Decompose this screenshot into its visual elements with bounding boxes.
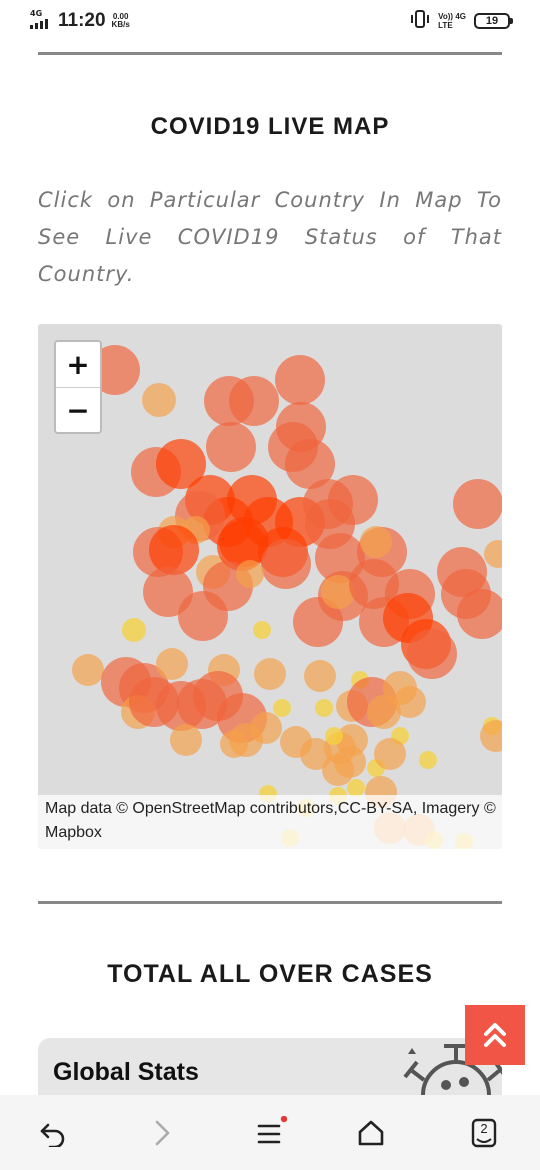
menu-button[interactable]	[250, 1113, 290, 1153]
case-bubble[interactable]	[300, 738, 332, 770]
zoom-control: + −	[54, 340, 102, 434]
map-instructions: Click on Particular Country In Map To Se…	[38, 188, 502, 286]
case-bubble[interactable]	[220, 730, 248, 758]
case-bubble[interactable]	[156, 648, 188, 680]
zoom-in-button[interactable]: +	[56, 342, 100, 387]
map-attribution[interactable]: Map data © OpenStreetMap contributors,CC…	[38, 795, 502, 849]
case-bubble[interactable]	[149, 525, 199, 575]
case-bubble[interactable]	[122, 618, 146, 642]
case-bubble[interactable]	[261, 539, 311, 589]
map-bubbles-layer[interactable]	[38, 324, 502, 849]
global-stats-title: Global Stats	[53, 1058, 199, 1086]
case-bubble[interactable]	[236, 560, 264, 588]
case-bubble[interactable]	[315, 699, 333, 717]
speed-unit: KB/s	[111, 20, 130, 29]
case-bubble[interactable]	[360, 526, 392, 558]
map-section-title: COVID19 LIVE MAP	[150, 113, 390, 140]
speed-value: 0.00	[112, 12, 129, 21]
case-bubble[interactable]	[143, 567, 193, 617]
case-bubble[interactable]	[170, 724, 202, 756]
clock: 11:20	[58, 10, 106, 31]
case-bubble[interactable]	[156, 439, 206, 489]
volte-indicator: Vo)) 4G LTE	[438, 12, 466, 30]
volte-bottom: LTE	[438, 21, 453, 30]
case-bubble[interactable]	[374, 738, 406, 770]
menu-icon	[257, 1116, 287, 1144]
case-bubble[interactable]	[250, 712, 282, 744]
case-bubble[interactable]	[275, 355, 325, 405]
case-bubble[interactable]	[457, 589, 502, 639]
double-chevron-up-icon	[484, 1023, 506, 1047]
case-bubble[interactable]	[273, 699, 291, 717]
tab-count: 2	[480, 1121, 487, 1136]
divider-top	[38, 52, 502, 55]
case-bubble[interactable]	[217, 521, 267, 571]
case-bubble[interactable]	[480, 720, 502, 752]
tabs-button[interactable]: 2	[464, 1113, 504, 1153]
network-speed: 0.00 KB/s	[112, 13, 130, 29]
network-type: 4G	[30, 9, 43, 18]
battery-icon: 19	[474, 13, 513, 29]
case-bubble[interactable]	[90, 345, 140, 395]
case-bubble[interactable]	[142, 383, 176, 417]
case-bubble[interactable]	[315, 533, 365, 583]
forward-button[interactable]	[142, 1113, 182, 1153]
case-bubble[interactable]	[321, 575, 355, 609]
case-bubble[interactable]	[453, 479, 502, 529]
case-bubble[interactable]	[229, 376, 279, 426]
status-left: 4G 11:20 0.00 KB/s	[30, 9, 130, 32]
battery-level: 19	[485, 15, 499, 27]
case-bubble[interactable]	[253, 621, 271, 639]
case-bubble[interactable]	[285, 439, 335, 489]
browser-nav-bar: 2	[0, 1095, 540, 1170]
status-bar: 4G 11:20 0.00 KB/s Vo)) 4G LTE 19	[0, 0, 540, 42]
home-button[interactable]	[351, 1113, 391, 1153]
vibrate-icon	[410, 10, 430, 32]
case-bubble[interactable]	[484, 540, 502, 568]
case-bubble[interactable]	[383, 671, 417, 705]
divider-middle	[38, 901, 502, 904]
tabs-icon: 2	[471, 1118, 497, 1148]
notification-dot	[280, 1116, 287, 1123]
case-bubble[interactable]	[72, 654, 104, 686]
status-right: Vo)) 4G LTE 19	[410, 10, 513, 32]
case-bubble[interactable]	[407, 629, 457, 679]
back-button[interactable]	[33, 1113, 73, 1153]
case-bubble[interactable]	[304, 660, 336, 692]
home-icon	[358, 1120, 384, 1146]
case-bubble[interactable]	[322, 754, 354, 786]
case-bubble[interactable]	[254, 658, 286, 690]
scroll-to-top-button[interactable]	[465, 1005, 525, 1065]
covid-map[interactable]: + − Map data © OpenStreetMap contributor…	[38, 324, 502, 849]
case-bubble[interactable]	[206, 422, 256, 472]
chevron-right-icon	[155, 1120, 170, 1146]
case-bubble[interactable]	[419, 751, 437, 769]
case-bubble[interactable]	[367, 695, 401, 729]
undo-arrow-icon	[40, 1123, 65, 1147]
case-bubble[interactable]	[325, 727, 343, 745]
case-bubble[interactable]	[347, 779, 365, 797]
totals-section-title: TOTAL ALL OVER CASES	[107, 960, 433, 988]
volte-top: Vo)) 4G	[438, 12, 466, 21]
zoom-out-button[interactable]: −	[56, 387, 100, 432]
cell-signal-icon: 4G	[30, 9, 52, 31]
